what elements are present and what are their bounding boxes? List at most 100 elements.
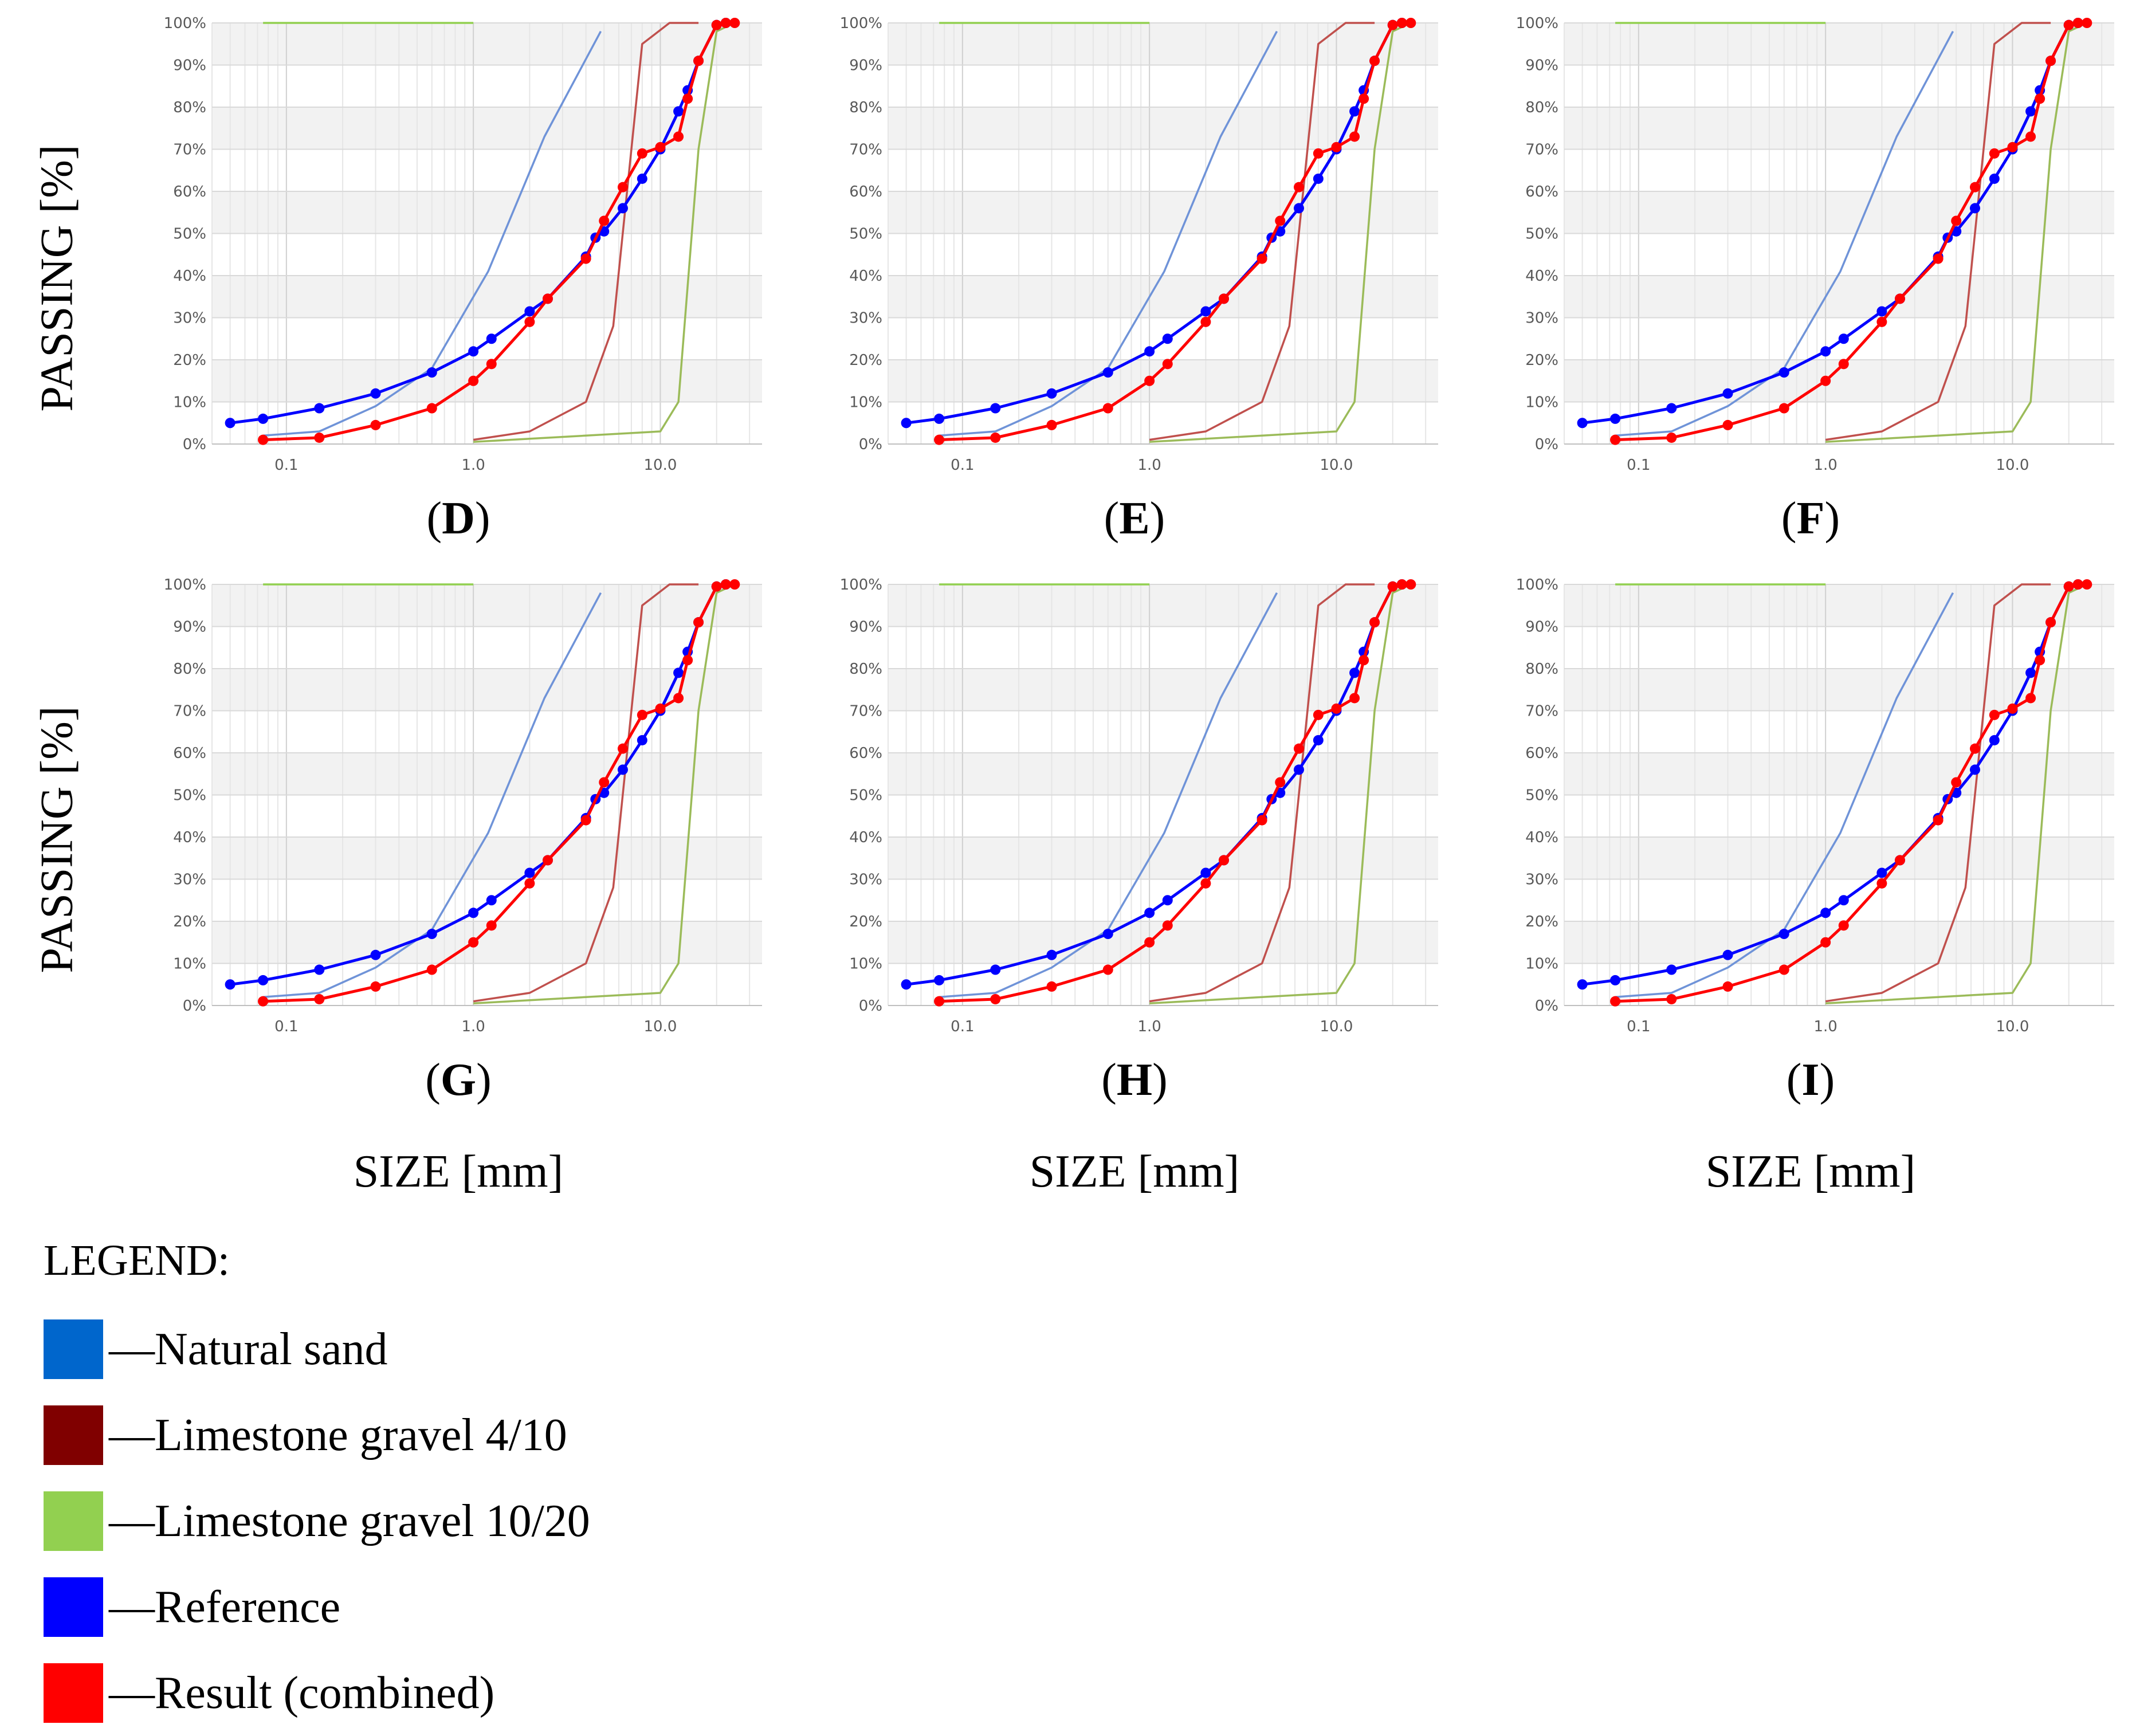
data-point-F-5-2 [1722, 419, 1733, 430]
x-tick-label-H: 0.1 [951, 1018, 974, 1035]
y-tick-label-G: 90% [173, 619, 206, 636]
data-point-E-5-4 [1144, 375, 1155, 386]
x-tick-label-E: 0.1 [951, 457, 974, 474]
band-D-3 [212, 276, 762, 318]
y-tick-label-F: 80% [1525, 99, 1558, 116]
series-line-G-2 [473, 583, 699, 1003]
data-point-E-5-1 [990, 432, 1001, 443]
y-tick-label-H: 30% [849, 871, 882, 889]
x-tick-label-E: 1.0 [1137, 457, 1161, 474]
band-I-3 [1564, 837, 2114, 879]
data-point-G-4-15 [673, 667, 684, 678]
data-point-D-4-12 [617, 203, 628, 214]
data-point-G-5-14 [682, 655, 693, 666]
y-tick-label-I: 20% [1525, 913, 1558, 930]
legend-title: LEGEND: [44, 1236, 230, 1285]
data-point-H-4-5 [1144, 908, 1155, 918]
data-point-E-5-2 [1046, 419, 1057, 430]
y-tick-label-H: 80% [849, 661, 882, 678]
data-point-G-5-13 [673, 693, 684, 704]
data-point-I-5-8 [1933, 815, 1943, 826]
data-point-I-5-4 [1820, 937, 1831, 948]
y-tick-label-G: 20% [173, 913, 206, 930]
data-point-E-5-8 [1257, 253, 1267, 264]
y-tick-label-D: 50% [173, 226, 206, 243]
y-tick-label-G: 60% [173, 745, 206, 762]
y-tick-label-D: 0% [183, 436, 206, 453]
data-point-F-5-3 [1778, 403, 1789, 414]
band-E-5 [888, 191, 1438, 234]
data-point-I-5-5 [1838, 920, 1849, 931]
data-point-D-5-17 [720, 18, 731, 28]
y-tick-label-H: 60% [849, 745, 882, 762]
band-I-5 [1564, 753, 2114, 795]
data-point-D-5-9 [599, 215, 610, 226]
y-tick-label-D: 100% [164, 15, 206, 32]
data-point-H-4-15 [1349, 667, 1360, 678]
data-point-D-5-3 [426, 403, 437, 414]
data-point-F-4-1 [1610, 413, 1621, 424]
y-tick-label-E: 100% [840, 15, 882, 32]
data-point-I-4-1 [1610, 975, 1621, 985]
data-point-I-4-4 [1778, 929, 1789, 940]
data-point-E-5-16 [1387, 19, 1398, 30]
legend-swatch-limestone-10-20 [44, 1491, 103, 1551]
legend-item-limestone-4-10: —Limestone gravel 4/10 [44, 1392, 590, 1478]
series-line-I-2 [1825, 583, 2051, 1003]
data-point-I-5-9 [1951, 777, 1962, 788]
y-axis-title-top: PASSING [%] [32, 144, 83, 412]
data-point-F-5-13 [2025, 131, 2036, 142]
data-point-H-5-6 [1200, 878, 1211, 889]
data-point-I-5-14 [2035, 655, 2045, 666]
y-tick-label-F: 10% [1525, 394, 1558, 411]
series-line-E-2 [1149, 22, 1375, 441]
legend: LEGEND: —Natural sand —Limestone gravel … [44, 1232, 590, 1736]
data-point-D-5-8 [580, 253, 591, 264]
data-point-G-5-7 [543, 855, 553, 866]
data-point-D-4-4 [426, 367, 437, 378]
data-point-F-5-14 [2035, 93, 2045, 104]
data-point-E-5-3 [1102, 403, 1113, 414]
band-D-9 [212, 23, 762, 65]
y-tick-label-E: 90% [849, 57, 882, 74]
data-point-G-4-5 [468, 908, 479, 918]
data-point-F-4-5 [1820, 346, 1831, 357]
data-point-E-4-15 [1349, 106, 1360, 117]
data-point-H-5-15 [1369, 617, 1380, 628]
data-point-F-4-2 [1666, 403, 1677, 414]
data-point-D-4-2 [314, 403, 325, 414]
y-tick-label-G: 80% [173, 661, 206, 678]
data-point-F-5-6 [1876, 316, 1887, 327]
data-point-H-5-16 [1387, 581, 1398, 592]
data-point-G-5-5 [486, 920, 497, 931]
data-point-H-5-18 [1405, 579, 1416, 590]
data-point-E-4-1 [934, 413, 945, 424]
data-point-I-4-5 [1820, 908, 1831, 918]
x-tick-label-D: 10.0 [644, 457, 677, 474]
data-point-I-4-6 [1838, 895, 1849, 906]
data-point-G-4-2 [314, 964, 325, 975]
data-point-G-5-9 [599, 777, 610, 788]
data-point-G-4-7 [524, 867, 535, 878]
series-line-D-3 [473, 22, 736, 443]
y-tick-label-I: 30% [1525, 871, 1558, 889]
y-tick-label-H: 90% [849, 619, 882, 636]
panel-label-D: (D) [426, 493, 490, 544]
y-tick-label-D: 90% [173, 57, 206, 74]
data-point-G-4-6 [486, 895, 497, 906]
y-tick-label-E: 50% [849, 226, 882, 243]
data-point-E-5-5 [1162, 359, 1173, 370]
data-point-E-4-6 [1162, 333, 1173, 344]
data-point-I-4-15 [2025, 667, 2036, 678]
data-point-E-5-7 [1219, 293, 1230, 304]
y-tick-label-D: 40% [173, 268, 206, 285]
y-tick-label-I: 100% [1516, 576, 1558, 594]
x-tick-label-E: 10.0 [1320, 457, 1353, 474]
data-point-G-5-8 [580, 815, 591, 826]
x-tick-label-H: 1.0 [1137, 1018, 1161, 1035]
y-tick-label-I: 70% [1525, 703, 1558, 720]
data-point-G-4-12 [617, 764, 628, 775]
data-point-D-5-11 [637, 148, 647, 159]
data-point-H-5-4 [1144, 937, 1155, 948]
data-point-G-4-4 [426, 929, 437, 940]
